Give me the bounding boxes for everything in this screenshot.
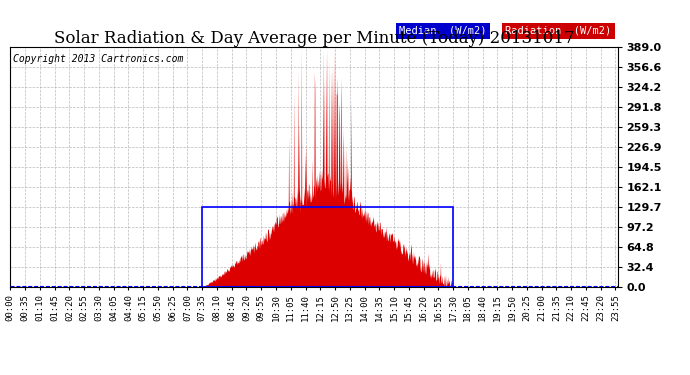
Text: Radiation  (W/m2): Radiation (W/m2)	[505, 26, 611, 36]
Text: Copyright 2013 Cartronics.com: Copyright 2013 Cartronics.com	[13, 54, 184, 64]
Text: Median  (W/m2): Median (W/m2)	[399, 26, 486, 36]
Title: Solar Radiation & Day Average per Minute (Today) 20131017: Solar Radiation & Day Average per Minute…	[54, 30, 574, 47]
Bar	[202, 207, 453, 287]
